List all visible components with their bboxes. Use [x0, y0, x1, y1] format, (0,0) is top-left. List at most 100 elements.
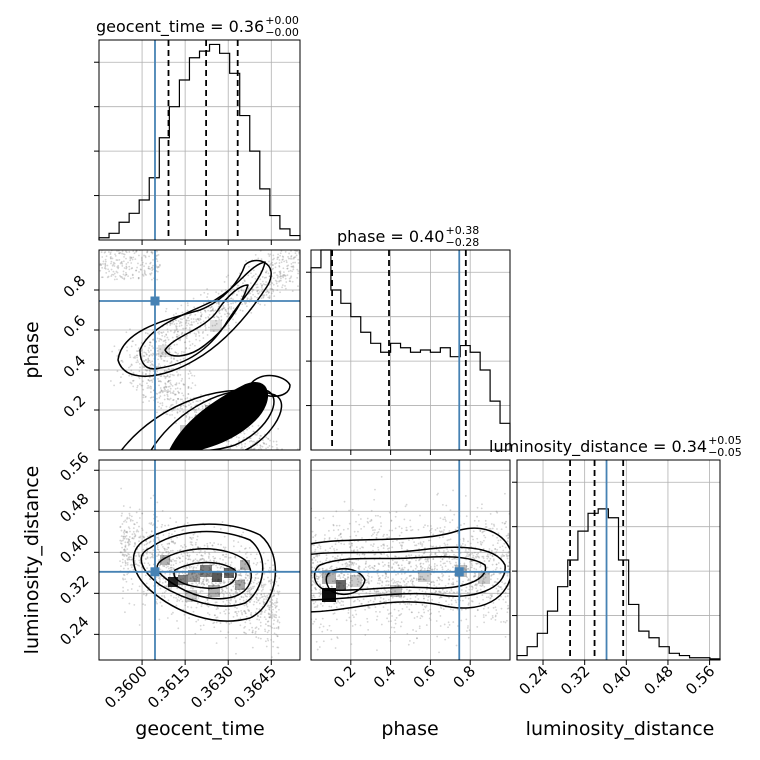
sample-point — [229, 564, 232, 566]
sample-point — [276, 590, 279, 593]
sample-point — [342, 576, 345, 579]
sample-point — [247, 286, 250, 289]
axes-frame — [98, 459, 301, 661]
sample-point — [481, 594, 484, 597]
sample-point — [148, 369, 151, 372]
x-tick-label: 0.6 — [410, 662, 440, 692]
sample-point — [267, 438, 270, 440]
sample-point — [104, 260, 107, 263]
sample-point — [199, 294, 202, 296]
sample-point — [131, 267, 134, 269]
sample-point — [133, 545, 136, 548]
sample-point — [374, 606, 377, 609]
sample-point — [190, 586, 192, 589]
sample-point — [146, 535, 149, 538]
sample-point — [129, 518, 132, 521]
sample-point — [488, 528, 491, 530]
sample-point — [254, 630, 257, 633]
sample-point — [185, 347, 187, 350]
sample-point — [122, 253, 125, 255]
sample-point — [174, 387, 177, 390]
sample-point — [304, 263, 306, 265]
sample-point — [391, 529, 394, 532]
sample-point — [170, 559, 172, 562]
sample-point — [398, 567, 401, 570]
sample-point — [335, 566, 338, 569]
sample-point — [189, 313, 192, 316]
sample-point — [186, 522, 189, 524]
sample-point — [372, 567, 374, 569]
sample-point — [147, 384, 150, 387]
sample-point — [470, 560, 473, 563]
sample-point — [404, 578, 407, 581]
sample-point — [201, 590, 204, 593]
sample-point — [263, 442, 265, 445]
sample-point — [156, 347, 159, 350]
sample-point — [164, 385, 167, 388]
sample-point — [144, 574, 147, 577]
sample-point — [265, 598, 268, 601]
sample-point — [190, 318, 193, 320]
sample-point — [169, 569, 172, 572]
sample-point — [269, 439, 271, 442]
sample-point — [103, 251, 106, 254]
sample-point — [140, 257, 143, 260]
sample-point — [136, 521, 138, 524]
sample-point — [314, 516, 317, 519]
sample-point — [238, 436, 240, 439]
sample-point — [390, 594, 393, 597]
sample-point — [188, 329, 191, 332]
sample-point — [142, 536, 145, 539]
x-axis-label-phase: phase — [381, 718, 438, 740]
sample-point — [338, 534, 340, 537]
sample-point — [133, 535, 136, 538]
sample-point — [148, 541, 151, 544]
sample-point — [168, 551, 171, 554]
sample-point — [380, 623, 383, 626]
sample-point — [236, 614, 239, 617]
sample-point — [198, 319, 200, 322]
sample-point — [110, 260, 113, 263]
sample-point — [159, 391, 162, 394]
sample-point — [236, 583, 238, 585]
sample-point — [200, 554, 203, 557]
sample-point — [124, 544, 127, 547]
sample-point — [164, 355, 167, 358]
sample-point — [110, 275, 113, 277]
sample-point — [427, 560, 430, 563]
sample-point — [252, 603, 255, 606]
sample-point — [340, 604, 343, 607]
sample-point — [240, 595, 243, 598]
sample-point — [331, 586, 333, 588]
sample-point — [350, 620, 352, 623]
sample-point — [120, 260, 123, 263]
sample-point — [347, 583, 350, 586]
sample-point — [225, 445, 228, 447]
sample-point — [348, 564, 351, 567]
sample-point — [317, 575, 320, 578]
sample-point — [315, 575, 318, 578]
title-lower-error: −0.05 — [708, 446, 742, 459]
sample-point — [157, 266, 160, 268]
sample-point — [173, 344, 176, 346]
sample-point — [389, 612, 392, 614]
sample-point — [170, 360, 173, 363]
sample-point — [435, 545, 438, 548]
sample-point — [170, 594, 172, 597]
sample-point — [116, 259, 119, 262]
sample-point — [172, 409, 175, 411]
sample-point — [152, 549, 155, 552]
sample-point — [186, 554, 189, 557]
sample-point — [243, 567, 246, 570]
sample-point — [281, 255, 284, 258]
sample-point — [247, 265, 250, 268]
sample-point — [260, 590, 263, 592]
sample-point — [356, 553, 359, 556]
sample-point — [248, 440, 251, 443]
sample-point — [497, 589, 500, 592]
sample-point — [262, 603, 265, 606]
sample-point — [420, 568, 423, 571]
sample-point — [148, 344, 151, 347]
sample-point — [340, 572, 343, 575]
sample-point — [401, 544, 403, 547]
